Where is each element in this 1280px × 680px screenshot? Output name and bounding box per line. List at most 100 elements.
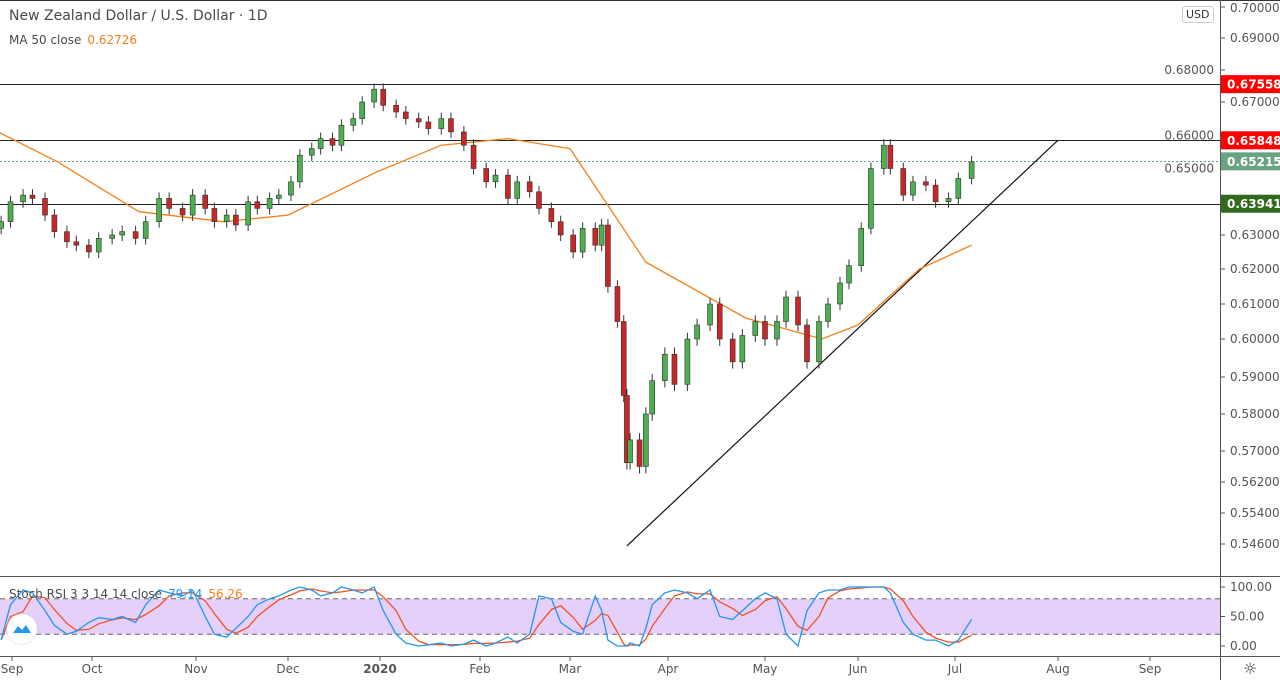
- candle: [179, 208, 186, 216]
- candle: [425, 121, 432, 129]
- candle: [245, 201, 251, 226]
- candle: [514, 181, 521, 199]
- ma-value: 0.62726: [87, 33, 137, 47]
- ma-legend: MA 50 close 0.62726: [9, 33, 268, 47]
- candle: [86, 244, 92, 253]
- candle: [923, 181, 929, 186]
- candle: [350, 118, 357, 126]
- candle: [816, 321, 822, 363]
- candle: [707, 303, 713, 326]
- candle: [415, 118, 422, 123]
- x-tick-label: Aug: [1046, 662, 1069, 676]
- trendline: [626, 139, 1059, 547]
- candle: [671, 353, 678, 385]
- candle: [275, 194, 282, 199]
- stoch-d-line: [0, 586, 972, 647]
- stoch-k-value: 79.14: [167, 587, 203, 601]
- candle: [448, 118, 454, 133]
- stoch-tick-label: 0.00: [1230, 639, 1257, 653]
- candle: [189, 194, 196, 216]
- candle: [329, 138, 336, 146]
- candle: [20, 194, 26, 203]
- candle: [233, 214, 239, 226]
- candle: [592, 228, 599, 246]
- x-tick-label: Dec: [276, 662, 299, 676]
- candle: [900, 168, 907, 196]
- tradingview-logo[interactable]: [7, 614, 37, 644]
- price-label: 0.63941: [1227, 197, 1280, 211]
- candle: [51, 214, 58, 232]
- y-tick-label: 0.67000: [1230, 95, 1280, 109]
- x-tick-label: 2020: [363, 662, 396, 676]
- candle: [42, 198, 48, 216]
- ma50-line: [0, 132, 972, 340]
- y-tick-label: 0.58000: [1230, 407, 1280, 421]
- x-tick-label: Sep: [1139, 662, 1162, 676]
- candle: [461, 131, 467, 146]
- candle: [297, 154, 303, 183]
- candle: [223, 214, 230, 223]
- candle: [605, 224, 611, 287]
- x-tick-label: Mar: [559, 662, 582, 676]
- y-tick-label: 0.57000: [1230, 444, 1280, 458]
- candle: [403, 111, 409, 119]
- candle: [624, 395, 630, 463]
- candle: [483, 168, 490, 183]
- y-tick-label: 0.69000: [1230, 31, 1280, 45]
- x-tick-label: Apr: [658, 662, 679, 676]
- chart-legend: New Zealand Dollar / U.S. Dollar · 1D MA…: [9, 8, 268, 47]
- ma-label: MA 50 close: [9, 33, 82, 47]
- candle: [881, 144, 887, 169]
- candle: [868, 168, 874, 229]
- price-label-bg: [1221, 75, 1280, 94]
- candle: [649, 380, 655, 415]
- stoch-tick-label: 50.00: [1230, 610, 1264, 624]
- price-label-bg: [1221, 194, 1280, 213]
- candle: [211, 208, 218, 222]
- candle: [739, 335, 746, 363]
- y-tick-label: 0.63000: [1230, 228, 1280, 242]
- candle: [380, 88, 387, 106]
- candle: [932, 184, 939, 203]
- candle: [470, 144, 477, 169]
- candle: [254, 201, 261, 209]
- candle: [955, 178, 962, 199]
- candle: [643, 413, 649, 467]
- candle: [317, 138, 324, 149]
- candle: [570, 234, 576, 253]
- candle: [804, 324, 810, 363]
- stoch-k-line: [0, 586, 973, 648]
- candle: [492, 174, 499, 183]
- price-label: 0.65215: [1227, 155, 1280, 169]
- candle: [438, 118, 445, 129]
- candle: [548, 208, 555, 222]
- candle: [95, 238, 102, 253]
- y-tick-label: 0.62000: [1230, 262, 1280, 276]
- y-tick-label: 0.60000: [1230, 332, 1280, 346]
- candle: [526, 181, 533, 193]
- y-tick-label: 0.61000: [1230, 297, 1280, 311]
- currency-badge[interactable]: USD: [1182, 6, 1214, 23]
- candle: [627, 439, 633, 463]
- candle: [308, 148, 315, 156]
- candle: [393, 105, 399, 113]
- candle: [132, 231, 139, 239]
- candle: [910, 181, 916, 196]
- candle: [338, 124, 345, 146]
- candle: [7, 201, 14, 223]
- candle: [288, 181, 294, 196]
- price-label-bg: [1221, 152, 1280, 171]
- candle: [752, 321, 759, 336]
- x-tick-label: Nov: [184, 662, 207, 676]
- price-label: 0.65848: [1227, 134, 1280, 148]
- candle: [684, 338, 691, 385]
- candle: [968, 161, 975, 179]
- candle: [716, 303, 723, 340]
- candle: [359, 101, 365, 119]
- price-label: 0.67558: [1227, 78, 1280, 92]
- candle: [783, 296, 789, 322]
- y-tick-label: 0.59000: [1230, 370, 1280, 384]
- settings-gear-icon[interactable]: ☼: [1243, 659, 1257, 678]
- y-tick-label: 0.70000: [1230, 1, 1280, 15]
